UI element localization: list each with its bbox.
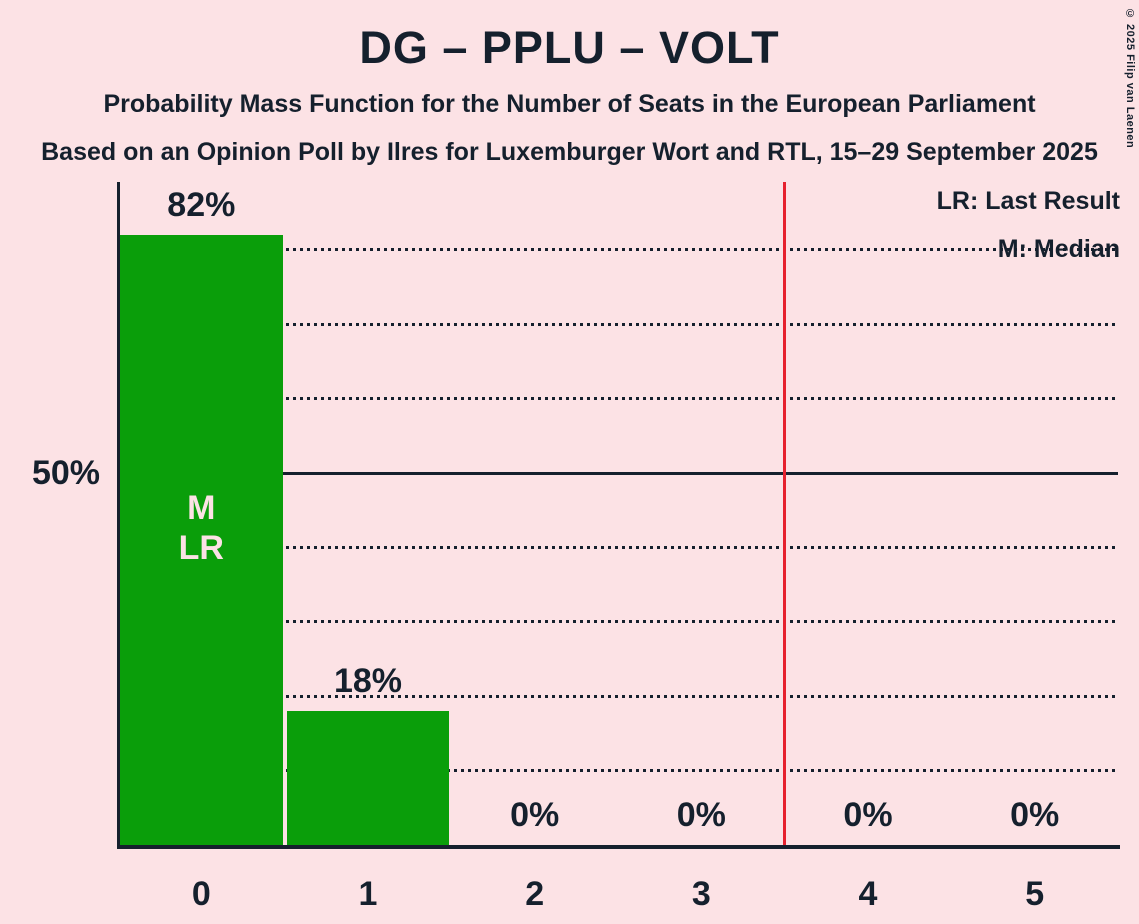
gridline-70pct <box>118 322 1118 326</box>
x-axis-labels: 0 1 2 3 4 5 <box>118 873 1118 915</box>
bar-value-label-seat-2: 0% <box>510 796 560 834</box>
median-marker: M <box>187 489 216 527</box>
plot-area: 82% 18% 0% 0% 0% 0% M LR <box>118 182 1118 845</box>
bar-value-label-seat-0: 82% <box>167 185 236 224</box>
bar-annotations-seat-0: M LR <box>118 488 285 568</box>
gridline-40pct <box>118 545 1118 549</box>
legend-last-result: LR: Last Result <box>936 187 1120 215</box>
gridline-10pct <box>118 769 1118 773</box>
gridline-20pct <box>118 694 1118 698</box>
bar-value-label-seat-4: 0% <box>843 796 893 834</box>
x-tick-label-2: 2 <box>525 875 545 913</box>
x-tick-label-5: 5 <box>1025 875 1045 913</box>
y-axis-line <box>117 182 120 849</box>
subtitle-line1: Probability Mass Function for the Number… <box>103 90 1036 118</box>
bar-value-label-seat-1: 18% <box>333 662 403 701</box>
y-axis-50-percent-label: 50% <box>31 454 100 492</box>
x-tick-label-3: 3 <box>691 875 711 913</box>
bar-value-label-seat-3: 0% <box>676 796 726 834</box>
legend: LR: Last Result M: Median <box>937 177 1120 273</box>
bar-value-label-seat-5: 0% <box>1010 796 1060 834</box>
subtitle-line2: Based on an Opinion Poll by Ilres for Lu… <box>41 138 1098 166</box>
bar-seat-0 <box>120 234 283 845</box>
red-threshold-line <box>783 182 787 845</box>
bar-seat-1 <box>286 711 450 845</box>
copyright-notice: © 2025 Filip van Laenen <box>1124 8 1136 149</box>
gridline-60pct <box>118 397 1118 401</box>
x-tick-label-0: 0 <box>191 875 211 913</box>
gridline-solid-50pct <box>118 471 1118 475</box>
x-tick-label-4: 4 <box>858 875 878 913</box>
gridline-80pct <box>118 248 1118 252</box>
gridline-30pct <box>118 620 1118 624</box>
x-axis-line <box>117 845 1120 849</box>
legend-median: M: Median <box>997 235 1120 263</box>
x-tick-label-1: 1 <box>358 875 378 913</box>
last-result-marker: LR <box>178 529 224 567</box>
page-title: DG – PPLU – VOLT <box>359 22 780 73</box>
